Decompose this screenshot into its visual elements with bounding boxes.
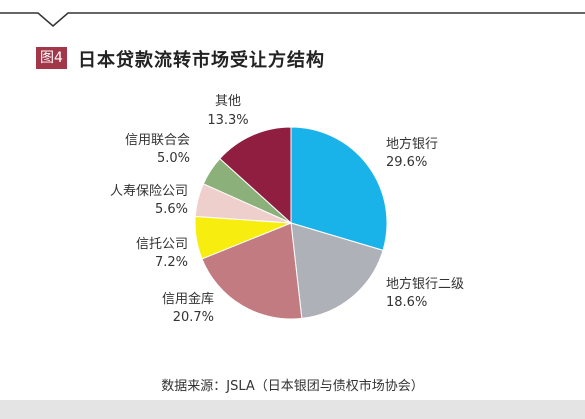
pie-slice-2 xyxy=(290,222,384,319)
slice-label-4: 信托公司 xyxy=(136,237,188,252)
slice-value-4: 7.2% xyxy=(155,255,188,270)
bottom-band xyxy=(0,400,585,419)
header-rule xyxy=(0,12,585,27)
slice-label-2: 地方银行二级 xyxy=(386,276,464,292)
slice-value-7: 13.3% xyxy=(207,113,248,128)
slice-label-5: 人寿保险公司 xyxy=(110,184,188,199)
slice-label-7: 其他 xyxy=(215,94,241,109)
slice-value-1: 29.6% xyxy=(386,155,427,170)
slice-label-3: 信用金库 xyxy=(162,291,214,307)
chart-title: 日本贷款流转市场受让方结构 xyxy=(78,50,325,71)
slice-label-6: 信用联合会 xyxy=(125,133,190,148)
slice-value-6: 5.0% xyxy=(157,151,190,166)
slice-label-1: 地方银行 xyxy=(386,136,438,152)
slice-value-5: 5.6% xyxy=(155,202,188,217)
figure-badge: 图4 xyxy=(36,47,67,69)
slice-value-3: 20.7% xyxy=(173,310,214,325)
pie-slice-7 xyxy=(219,126,292,225)
pie-slice-3 xyxy=(201,222,303,320)
source-note: 数据来源：JSLA（日本银团与债权市场协会） xyxy=(161,379,424,394)
pie-slice-1 xyxy=(290,126,388,251)
slice-value-2: 18.6% xyxy=(386,295,427,310)
